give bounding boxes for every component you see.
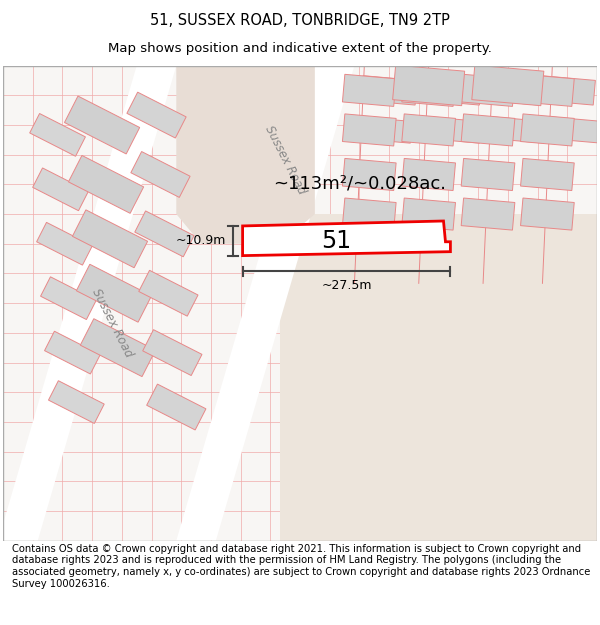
Polygon shape xyxy=(521,74,574,106)
Text: ~113m²/~0.028ac.: ~113m²/~0.028ac. xyxy=(273,174,446,192)
Polygon shape xyxy=(280,214,597,541)
Polygon shape xyxy=(131,151,190,198)
Polygon shape xyxy=(402,74,455,106)
Polygon shape xyxy=(76,264,152,322)
Polygon shape xyxy=(176,66,355,541)
Polygon shape xyxy=(461,198,515,230)
Polygon shape xyxy=(343,158,396,191)
Text: Contains OS data © Crown copyright and database right 2021. This information is : Contains OS data © Crown copyright and d… xyxy=(12,544,590,589)
Polygon shape xyxy=(343,114,396,146)
Polygon shape xyxy=(425,117,481,143)
Polygon shape xyxy=(490,117,546,143)
Polygon shape xyxy=(3,66,597,541)
Polygon shape xyxy=(32,168,88,211)
Polygon shape xyxy=(539,76,595,105)
Polygon shape xyxy=(80,319,155,377)
Polygon shape xyxy=(425,76,482,105)
Polygon shape xyxy=(521,198,574,230)
Polygon shape xyxy=(68,156,143,213)
Polygon shape xyxy=(41,277,97,319)
Polygon shape xyxy=(242,221,451,256)
Polygon shape xyxy=(472,65,544,106)
Polygon shape xyxy=(49,381,104,424)
Polygon shape xyxy=(547,117,600,143)
Polygon shape xyxy=(461,74,515,106)
Text: ~27.5m: ~27.5m xyxy=(321,279,372,292)
Text: Map shows position and indicative extent of the property.: Map shows position and indicative extent… xyxy=(108,42,492,54)
Polygon shape xyxy=(521,158,574,191)
Polygon shape xyxy=(64,96,140,154)
Polygon shape xyxy=(485,76,541,105)
Polygon shape xyxy=(356,117,412,143)
Polygon shape xyxy=(73,210,148,268)
Text: 51, SUSSEX ROAD, TONBRIDGE, TN9 2TP: 51, SUSSEX ROAD, TONBRIDGE, TN9 2TP xyxy=(150,13,450,28)
Polygon shape xyxy=(392,65,464,106)
Polygon shape xyxy=(143,329,202,376)
Polygon shape xyxy=(343,198,396,230)
Polygon shape xyxy=(521,114,574,146)
Polygon shape xyxy=(139,270,198,316)
Text: Sussex Road: Sussex Road xyxy=(262,123,308,196)
Polygon shape xyxy=(37,222,92,265)
Text: 51: 51 xyxy=(322,229,352,253)
Polygon shape xyxy=(127,92,186,138)
Polygon shape xyxy=(343,74,396,106)
Polygon shape xyxy=(135,211,194,257)
Polygon shape xyxy=(0,66,176,541)
Text: ~10.9m: ~10.9m xyxy=(175,234,226,248)
Polygon shape xyxy=(29,114,85,156)
Text: Sussex Road: Sussex Road xyxy=(89,286,135,359)
Polygon shape xyxy=(44,331,100,374)
Polygon shape xyxy=(402,158,455,191)
Polygon shape xyxy=(402,198,455,230)
Polygon shape xyxy=(146,384,206,430)
Polygon shape xyxy=(461,158,515,191)
Polygon shape xyxy=(402,114,455,146)
Polygon shape xyxy=(461,114,515,146)
Polygon shape xyxy=(361,76,417,105)
Polygon shape xyxy=(176,66,315,244)
